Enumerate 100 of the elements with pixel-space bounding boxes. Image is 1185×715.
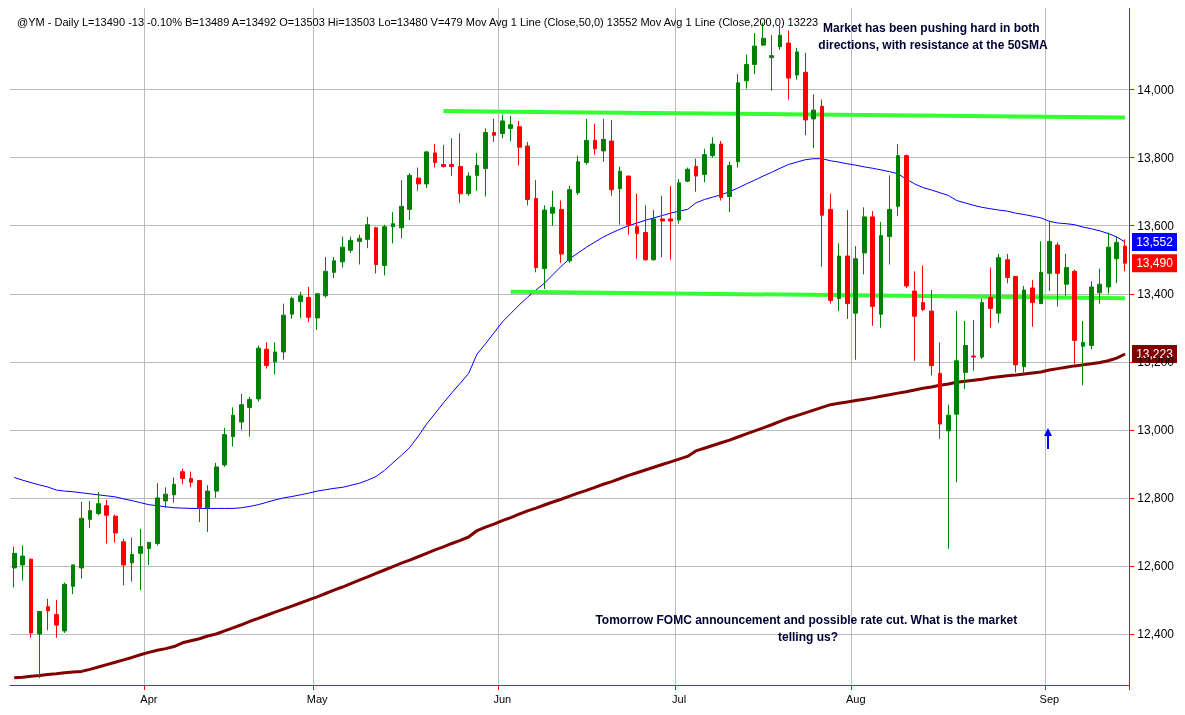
x-tick-label: Sep [1039, 692, 1060, 705]
candlestick [466, 171, 471, 197]
line-series [12, 352, 1127, 680]
candlestick [694, 158, 698, 193]
candlestick [862, 206, 867, 275]
candlestick [256, 344, 261, 403]
candlestick [357, 234, 362, 266]
candlestick [929, 289, 934, 376]
candlestick [147, 541, 151, 566]
x-tick-label: May [306, 692, 329, 705]
candlestick [1072, 269, 1077, 365]
candlestick [550, 190, 555, 227]
candlestick [1064, 253, 1069, 297]
candlestick [113, 514, 118, 543]
candlestick [332, 256, 336, 279]
candlestick [938, 341, 942, 440]
candlestick [483, 127, 488, 197]
x-tick-label: Jun [493, 692, 512, 705]
text: 13,490 [1136, 256, 1174, 271]
candlestick [54, 599, 59, 639]
candlestick [971, 319, 976, 372]
candlestick [382, 224, 387, 276]
candlestick [727, 161, 732, 213]
candlestick [525, 141, 530, 206]
candlestick [677, 178, 681, 225]
candlestick [736, 73, 740, 169]
candlestick [1022, 285, 1026, 376]
candlestick [1097, 268, 1102, 305]
candlestick [837, 242, 841, 312]
candlestick [306, 286, 311, 323]
candlestick [685, 167, 690, 183]
candlestick [37, 611, 42, 679]
candlestick [996, 253, 1001, 324]
candlestick [828, 193, 833, 305]
annotation: Tomorrow FOMC announcement and possible rate cut. What is the market telling us? [595, 612, 1021, 644]
candlestick [180, 468, 185, 485]
y-tick-label: 12,600 [1137, 558, 1175, 573]
candlestick [879, 221, 883, 329]
candlestick [163, 486, 168, 509]
candlestick [79, 501, 84, 580]
candlestick [374, 226, 378, 274]
candlestick [576, 155, 580, 196]
candlestick [786, 29, 791, 101]
candlestick [458, 133, 463, 204]
candlestick [845, 209, 850, 320]
candlestick [896, 143, 900, 217]
candlestick [348, 236, 353, 254]
candlestick [340, 236, 345, 269]
candlestick [247, 396, 252, 438]
text: @YM - Daily L=13490 -13 -0.10% B=13489 A=13492 O=13503 Hi=13503 Lo=13480 V=479 Mov Avg 1 Line (Close,50,0) 13552 Mov Avg 1 Line (Close,200,0) 13223 [17, 15, 819, 28]
candlestick [12, 546, 17, 588]
candlestick [433, 143, 437, 169]
line-series [13, 158, 1126, 509]
candlestick [1123, 238, 1127, 272]
candlestick [1106, 232, 1111, 295]
candlestick [1089, 280, 1094, 350]
candlestick [172, 476, 176, 504]
candlestick [492, 118, 496, 143]
text: 13,552 [1136, 235, 1174, 250]
candlestick [626, 175, 631, 236]
y-tick-label: 12,400 [1137, 626, 1175, 641]
x-tick-label: Jul [672, 692, 687, 705]
candlestick [1114, 236, 1119, 284]
x-tick-label: Apr [140, 692, 158, 705]
candlestick [559, 200, 564, 264]
candlestick [710, 136, 715, 159]
candlestick [719, 140, 723, 202]
candlestick [298, 291, 303, 319]
annotation: Market has been pushing hard in both directions, with resistance at the 50SMA [818, 20, 1049, 52]
candlestick [618, 166, 622, 226]
candlestick [980, 298, 984, 360]
candlestick [593, 123, 597, 156]
candlestick [104, 499, 109, 544]
candlestick [416, 167, 421, 192]
candlestick [912, 270, 917, 362]
candlestick [921, 265, 925, 312]
candlestick [189, 471, 193, 488]
candlestick [441, 144, 446, 169]
candlestick [744, 54, 749, 90]
candlestick [651, 209, 656, 262]
y-tick-label: 13,000 [1137, 422, 1175, 437]
candlestick [315, 293, 320, 331]
candlestick [508, 115, 513, 142]
candlestick [264, 341, 269, 370]
candlestick [803, 52, 808, 136]
candlestick [88, 500, 92, 529]
candlestick [130, 537, 134, 583]
candlestick [887, 174, 892, 266]
candlestick [1039, 240, 1043, 305]
y-tick-label: 13,400 [1137, 286, 1175, 301]
candlestick [323, 256, 328, 299]
candlestick [946, 404, 951, 550]
y-tick-label: 13,600 [1137, 218, 1175, 233]
candlestick [475, 152, 479, 192]
candlestick [963, 320, 968, 390]
candlestick [1005, 253, 1010, 284]
candlestick [500, 114, 505, 139]
candlestick [365, 216, 370, 249]
candlestick [643, 204, 648, 262]
candlestick [239, 393, 244, 431]
